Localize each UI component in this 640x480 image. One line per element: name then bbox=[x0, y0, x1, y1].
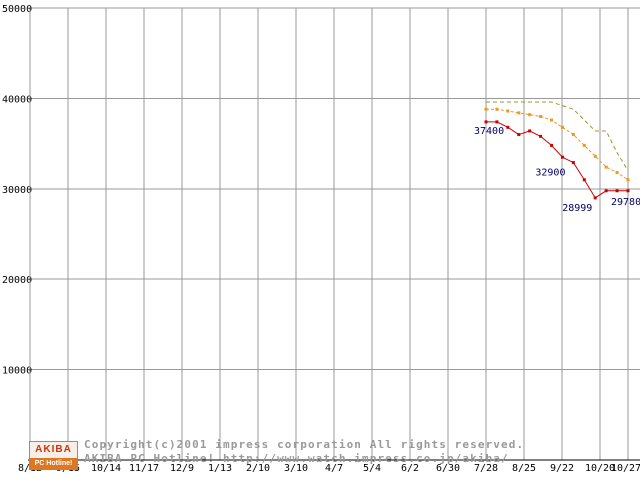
series-average-price bbox=[486, 108, 629, 181]
data-point-marker bbox=[484, 107, 488, 111]
data-point-marker bbox=[615, 189, 619, 193]
data-point-marker bbox=[484, 120, 488, 124]
x-axis-label: 7/28 bbox=[474, 463, 498, 474]
data-point-marker bbox=[582, 178, 586, 182]
data-point-marker bbox=[517, 111, 521, 115]
data-point-marker bbox=[593, 196, 597, 200]
x-axis-label: 8/25 bbox=[512, 463, 536, 474]
x-axis-label: 5/4 bbox=[363, 463, 381, 474]
data-point-marker bbox=[550, 118, 554, 122]
y-axis-label: 40000 bbox=[2, 94, 32, 105]
x-axis-label: 10/14 bbox=[91, 463, 121, 474]
price-data-label: 28999 bbox=[562, 203, 592, 214]
data-point-marker bbox=[626, 178, 630, 182]
data-point-marker bbox=[539, 114, 543, 118]
data-point-marker bbox=[604, 165, 608, 169]
x-axis-label: 2/10 bbox=[246, 463, 270, 474]
akiba-logo-text: AKIBA bbox=[30, 442, 77, 458]
data-point-marker bbox=[539, 134, 543, 138]
data-point-marker bbox=[517, 133, 521, 137]
akiba-pc-hotline-logo: AKIBA PC Hotline! bbox=[29, 441, 78, 470]
price-data-label: 29780 bbox=[611, 197, 640, 208]
data-point-marker bbox=[571, 133, 575, 137]
x-axis-label: 6/30 bbox=[436, 463, 460, 474]
data-point-marker bbox=[528, 129, 532, 133]
data-point-marker bbox=[506, 109, 510, 113]
akiba-logo-subtext: PC Hotline! bbox=[30, 458, 77, 469]
data-point-marker bbox=[506, 125, 510, 129]
data-point-marker bbox=[626, 189, 630, 193]
x-axis-label: 3/10 bbox=[284, 463, 308, 474]
data-point-marker bbox=[550, 143, 554, 147]
x-gridlines: 8/129/1510/1411/1712/91/132/103/104/75/4… bbox=[18, 8, 640, 474]
data-point-marker bbox=[560, 155, 564, 159]
data-point-marker bbox=[571, 161, 575, 165]
x-axis-label: 12/9 bbox=[170, 463, 194, 474]
footer-copyright: Copyright(c)2001 impress corporation All… bbox=[84, 438, 524, 466]
series-average-price-markers bbox=[484, 107, 630, 182]
x-axis-label: 6/2 bbox=[401, 463, 419, 474]
x-axis-label: 1/13 bbox=[208, 463, 232, 474]
x-axis-label: 4/7 bbox=[325, 463, 343, 474]
data-point-marker bbox=[495, 107, 499, 111]
y-axis-label: 30000 bbox=[2, 185, 32, 196]
data-point-marker bbox=[604, 189, 608, 193]
y-axis-label: 10000 bbox=[2, 366, 32, 377]
data-point-marker bbox=[582, 143, 586, 147]
data-point-marker bbox=[528, 113, 532, 117]
y-axis-label: 20000 bbox=[2, 275, 32, 286]
data-point-marker bbox=[615, 171, 619, 175]
x-axis-label: 11/17 bbox=[129, 463, 159, 474]
x-axis-label: 10/20 bbox=[585, 463, 615, 474]
series-lowest-price bbox=[486, 121, 628, 199]
data-point-marker bbox=[593, 154, 597, 158]
series-lowest-price-markers bbox=[484, 120, 630, 200]
y-gridlines: 50000 40000 30000 20000 10000 bbox=[2, 4, 640, 377]
price-data-label: 32900 bbox=[535, 168, 565, 179]
y-axis-label: 50000 bbox=[2, 4, 32, 15]
copyright-line: Copyright(c)2001 impress corporation All… bbox=[84, 438, 525, 451]
data-point-marker bbox=[495, 120, 499, 124]
x-axis-label: 9/22 bbox=[550, 463, 574, 474]
series-highest-price bbox=[486, 101, 629, 171]
data-point-marker bbox=[560, 125, 564, 129]
price-data-label: 37400 bbox=[474, 126, 504, 137]
site-url-line: AKIBA PC Hotline! http://www.watch.impre… bbox=[84, 452, 509, 465]
x-axis-label: 10/27 bbox=[611, 463, 640, 474]
